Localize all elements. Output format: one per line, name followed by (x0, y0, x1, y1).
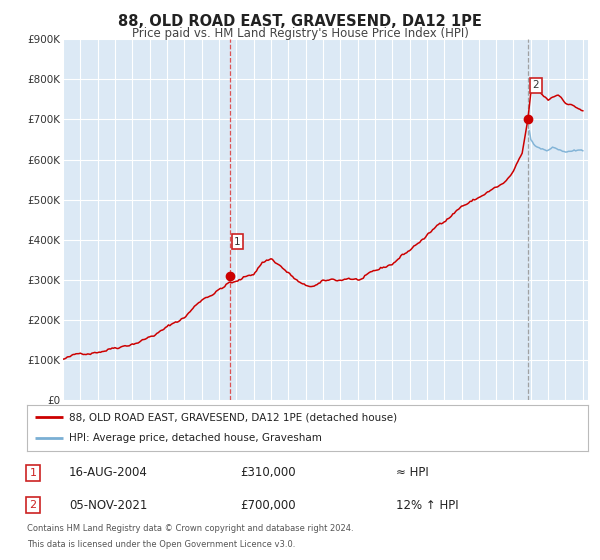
Text: Contains HM Land Registry data © Crown copyright and database right 2024.: Contains HM Land Registry data © Crown c… (27, 524, 353, 533)
Text: Price paid vs. HM Land Registry's House Price Index (HPI): Price paid vs. HM Land Registry's House … (131, 27, 469, 40)
Text: £700,000: £700,000 (240, 498, 296, 512)
Text: £310,000: £310,000 (240, 466, 296, 479)
Text: ≈ HPI: ≈ HPI (396, 466, 429, 479)
Text: 12% ↑ HPI: 12% ↑ HPI (396, 498, 458, 512)
Text: 1: 1 (234, 237, 241, 247)
Text: 2: 2 (29, 500, 37, 510)
Text: This data is licensed under the Open Government Licence v3.0.: This data is licensed under the Open Gov… (27, 540, 295, 549)
Text: 88, OLD ROAD EAST, GRAVESEND, DA12 1PE (detached house): 88, OLD ROAD EAST, GRAVESEND, DA12 1PE (… (69, 412, 397, 422)
Text: 05-NOV-2021: 05-NOV-2021 (69, 498, 148, 512)
Text: 16-AUG-2004: 16-AUG-2004 (69, 466, 148, 479)
Text: HPI: Average price, detached house, Gravesham: HPI: Average price, detached house, Grav… (69, 433, 322, 444)
Text: 88, OLD ROAD EAST, GRAVESEND, DA12 1PE: 88, OLD ROAD EAST, GRAVESEND, DA12 1PE (118, 14, 482, 29)
Text: 2: 2 (533, 80, 539, 90)
Text: 1: 1 (29, 468, 37, 478)
